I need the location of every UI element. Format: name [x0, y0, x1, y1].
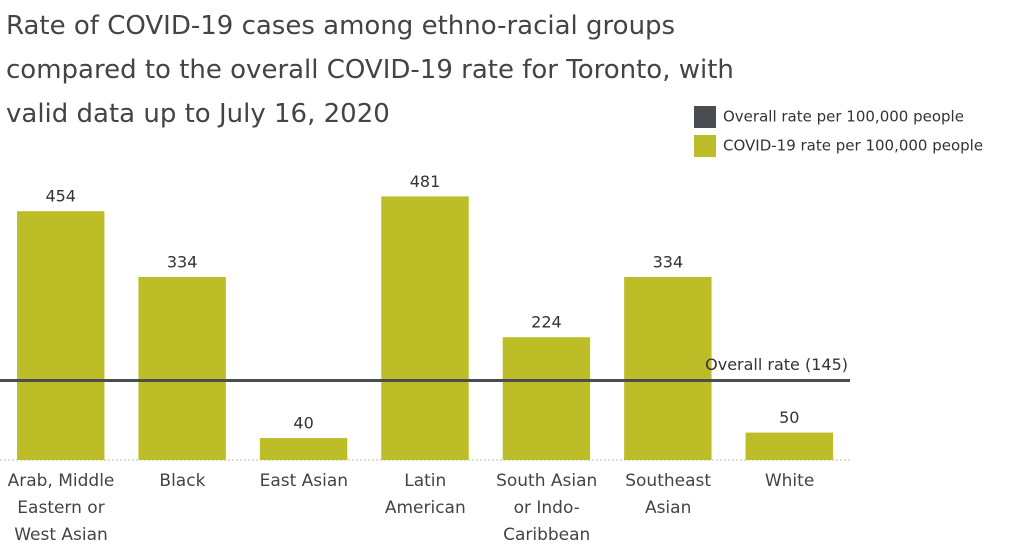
reference-label: Overall rate (145)	[705, 355, 848, 374]
x-tick-label: Black	[159, 471, 206, 491]
legend-swatch	[694, 135, 716, 157]
value-label: 454	[45, 187, 76, 206]
value-label: 224	[531, 313, 562, 332]
bar	[502, 337, 591, 460]
value-label: 334	[653, 252, 684, 271]
x-tick-label: Arab, Middle Eastern or West Asian	[7, 471, 115, 545]
x-tick-label: South Asian or Indo-Caribbean	[496, 471, 598, 545]
legend-label: Overall rate per 100,000 people	[723, 108, 964, 126]
bar	[745, 432, 833, 460]
value-label: 334	[167, 252, 198, 271]
value-label: 40	[293, 414, 313, 433]
bar	[138, 276, 226, 460]
bar	[381, 196, 469, 461]
x-tick-label: Latin American	[384, 471, 466, 518]
bar	[17, 211, 105, 460]
x-tick-label: Southeast Asian	[625, 471, 712, 518]
bar	[259, 438, 348, 460]
bar	[624, 276, 712, 460]
x-tick-label: White	[764, 471, 815, 491]
legend-swatch	[694, 106, 716, 128]
chart-title: Rate of COVID-19 cases among ethno-racia…	[6, 11, 734, 129]
value-label: 50	[779, 408, 799, 427]
legend-label: COVID-19 rate per 100,000 people	[723, 137, 983, 155]
value-label: 481	[410, 172, 441, 191]
x-tick-label: East Asian	[259, 471, 349, 491]
